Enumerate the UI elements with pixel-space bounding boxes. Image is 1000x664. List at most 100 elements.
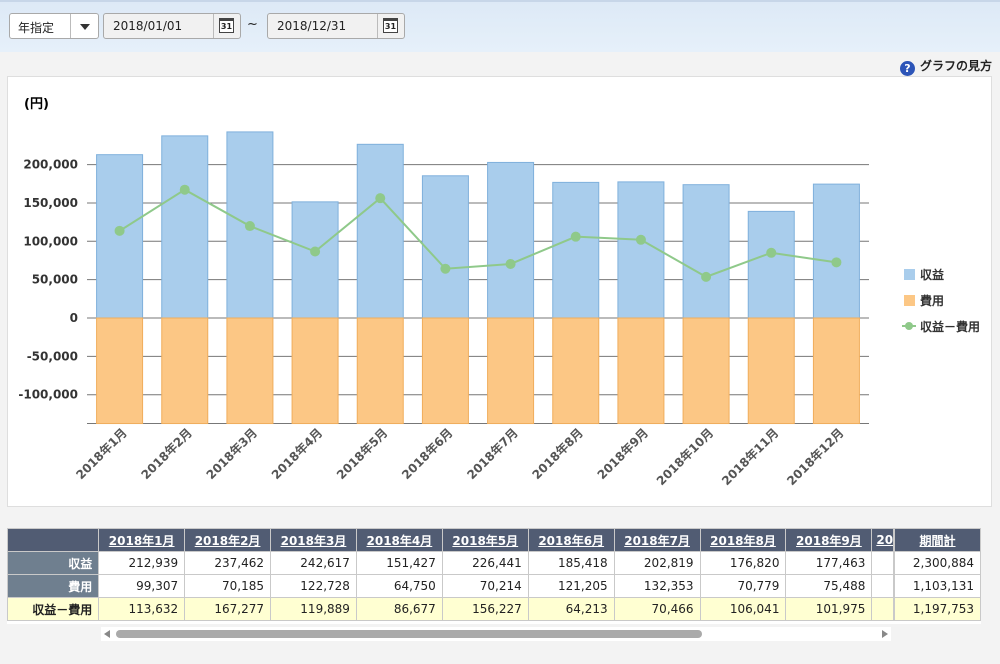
expense-bar xyxy=(552,317,600,425)
net-point xyxy=(766,247,777,258)
legend-revenue-swatch xyxy=(904,269,915,280)
column-gap xyxy=(893,551,895,575)
net-line xyxy=(119,188,837,278)
legend-expense-swatch xyxy=(904,295,915,306)
filter-bar: 年指定 2018/01/01 31 ~ 2018/12/31 31 xyxy=(0,0,1000,52)
net-point xyxy=(831,257,842,268)
expense-bar xyxy=(812,317,860,425)
x-tick-label: 2018年12月 xyxy=(784,425,847,488)
chevron-down-icon[interactable] xyxy=(70,14,98,38)
date-from-calendar-button[interactable]: 31 xyxy=(213,14,240,38)
x-tick-label: 2018年6月 xyxy=(398,425,455,482)
column-header[interactable]: 2018年8月 xyxy=(699,528,787,552)
row-header: 収益 xyxy=(7,551,100,575)
revenue-bar xyxy=(812,183,860,319)
column-header[interactable]: 20 xyxy=(871,528,895,552)
expense-bar xyxy=(96,317,144,425)
x-tick-label: 2018年11月 xyxy=(718,425,781,488)
expense-bar xyxy=(487,317,535,425)
revenue-bar xyxy=(291,201,339,319)
scroll-right-icon[interactable] xyxy=(882,630,888,638)
net-point xyxy=(505,258,516,269)
revenue-bar xyxy=(161,135,209,319)
table-cell: 122,728 xyxy=(270,574,357,598)
y-tick-label: 150,000 xyxy=(23,196,78,210)
x-tick-label: 2018年9月 xyxy=(594,425,651,482)
revenue-bar xyxy=(682,184,730,319)
net-point xyxy=(244,221,255,232)
bar-line-chart: (円) 200,000 150,000 100,000 50,000 0 -50,000 -… xyxy=(18,97,980,488)
revenue-bar xyxy=(487,161,535,319)
table-cell: 70,185 xyxy=(184,574,272,598)
column-header[interactable]: 2018年3月 xyxy=(270,528,357,552)
column-header[interactable]: 2018年2月 xyxy=(184,528,272,552)
date-to-calendar-button[interactable]: 31 xyxy=(377,14,404,38)
calendar-icon: 31 xyxy=(383,18,398,33)
table-cell: 86,677 xyxy=(355,597,443,621)
scroll-left-icon[interactable] xyxy=(104,630,110,638)
scroll-thumb[interactable] xyxy=(116,630,702,638)
table-cell: 167,277 xyxy=(184,597,272,621)
y-tick-label: 0 xyxy=(70,311,78,325)
y-tick-label: 200,000 xyxy=(23,158,78,172)
table-cell: 132,353 xyxy=(613,574,701,598)
column-header[interactable]: 2018年6月 xyxy=(527,528,615,552)
table-row: 収益 212,939 237,462 242,617 151,427 226,441 185… xyxy=(7,551,981,575)
column-gap xyxy=(893,528,895,552)
x-tick-label: 2018年8月 xyxy=(529,425,586,482)
net-point xyxy=(440,263,451,274)
expense-bar xyxy=(291,317,339,425)
total-header: 期間計 xyxy=(894,528,981,552)
date-to-field[interactable]: 2018/12/31 31 xyxy=(267,13,405,39)
legend-label: 収益 xyxy=(920,267,944,282)
table-cell: 212,939 xyxy=(98,551,186,575)
legend-label: 費用 xyxy=(920,293,944,308)
data-table: 2018年1月 2018年2月 2018年3月 2018年4月 2018年5月 2018年… xyxy=(7,528,981,621)
row-header: 収益－費用 xyxy=(7,597,100,621)
date-from-field[interactable]: 2018/01/01 31 xyxy=(103,13,241,39)
net-point xyxy=(179,184,190,195)
net-point xyxy=(701,271,712,282)
range-separator: ~ xyxy=(247,17,258,32)
help-icon: ? xyxy=(899,61,915,76)
table-cell: 176,820 xyxy=(699,551,787,575)
table-row: 収益－費用 113,632 167,277 119,889 86,677 156,227 6… xyxy=(7,597,981,621)
row-header: 費用 xyxy=(7,574,100,598)
column-header[interactable]: 2018年7月 xyxy=(613,528,701,552)
column-header[interactable]: 2018年5月 xyxy=(441,528,529,552)
net-point xyxy=(375,193,386,204)
column-header[interactable]: 2018年9月 xyxy=(785,528,873,552)
table-cell: 70,466 xyxy=(613,597,701,621)
period-mode-value: 年指定 xyxy=(18,21,55,35)
table-cell: 185,418 xyxy=(527,551,615,575)
net-point xyxy=(635,234,646,245)
table-cell: 106,041 xyxy=(699,597,787,621)
revenue-bar xyxy=(617,181,665,319)
expense-bar xyxy=(682,317,730,425)
y-axis-label: (円) xyxy=(24,97,49,112)
table-horizontal-scrollbar[interactable] xyxy=(101,627,891,641)
y-tick-label: -50,000 xyxy=(27,349,78,363)
x-tick-label: 2018年10月 xyxy=(653,425,716,488)
x-tick-label: 2018年1月 xyxy=(73,425,130,482)
graph-help-link[interactable]: ? グラフの見方 xyxy=(899,57,992,76)
table-cell: 70,214 xyxy=(441,574,529,598)
revenue-bar xyxy=(96,154,144,319)
total-cell: 1,103,131 xyxy=(894,574,981,598)
x-tick-label: 2018年3月 xyxy=(203,425,260,482)
revenue-bar xyxy=(421,175,469,319)
period-mode-select[interactable]: 年指定 xyxy=(9,13,99,39)
expense-bar xyxy=(617,317,665,425)
net-point xyxy=(114,225,125,236)
column-gap xyxy=(893,597,895,621)
expense-bar xyxy=(421,317,469,425)
expense-bar xyxy=(161,317,209,425)
table-cell: 151,427 xyxy=(355,551,443,575)
column-header[interactable]: 2018年1月 xyxy=(98,528,186,552)
y-tick-label: 50,000 xyxy=(32,273,78,287)
table-cell: 121,205 xyxy=(527,574,615,598)
total-cell: 2,300,884 xyxy=(894,551,981,575)
net-point xyxy=(310,246,321,257)
column-header[interactable]: 2018年4月 xyxy=(355,528,443,552)
table-cell-partial xyxy=(871,597,895,621)
